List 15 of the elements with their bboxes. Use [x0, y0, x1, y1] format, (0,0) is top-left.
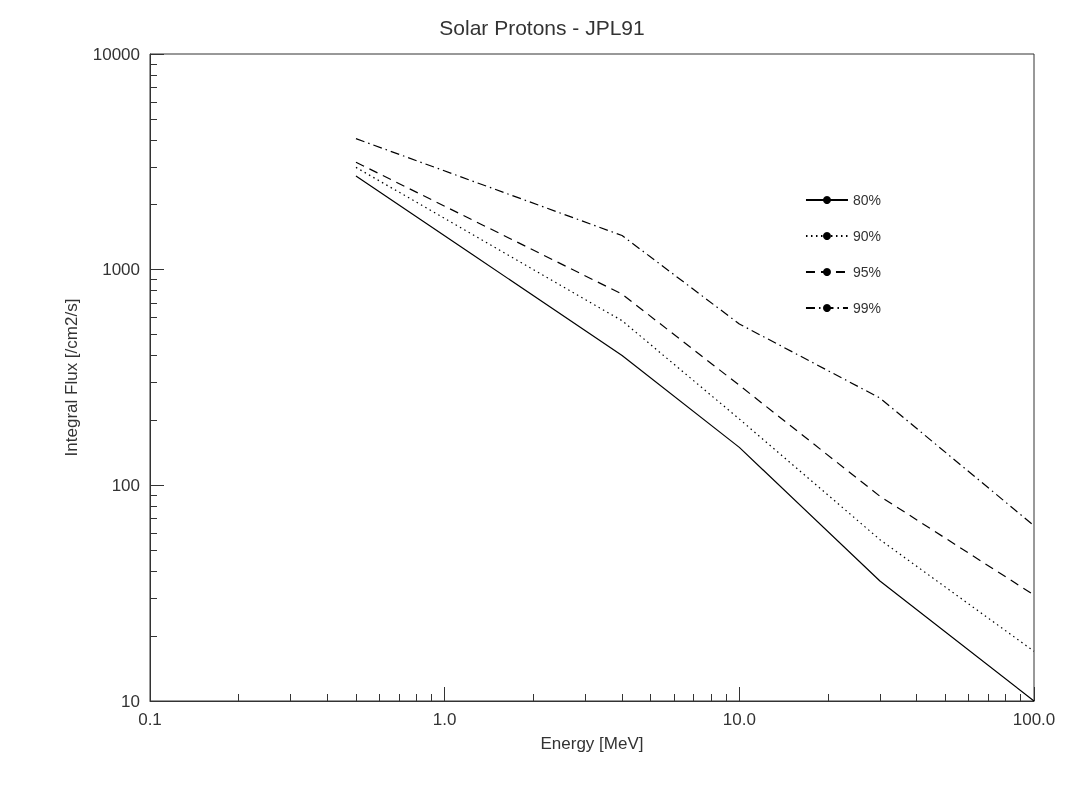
x-tick-label: 100.0 [1012, 710, 1056, 729]
y-axis-title: Integral Flux [/cm2/s] [62, 298, 81, 457]
y-tick-label: 1000 [102, 260, 140, 280]
legend-label: 90% [852, 228, 882, 244]
chart-title: Solar Protons - JPL91 [439, 16, 645, 39]
y-tick-label: 10000 [92, 44, 140, 64]
x-tick-label: 1.0 [432, 710, 457, 729]
y-tick-label: 10 [121, 691, 140, 711]
x-tick-label: 10.0 [722, 710, 756, 729]
legend-label: 95% [852, 264, 882, 280]
x-axis-title: Energy [MeV] [540, 734, 644, 753]
y-tick-label: 100 [111, 475, 140, 495]
legend-label: 80% [852, 192, 882, 208]
x-tick-label: 0.1 [138, 710, 162, 729]
legend-label: 99% [852, 300, 882, 316]
